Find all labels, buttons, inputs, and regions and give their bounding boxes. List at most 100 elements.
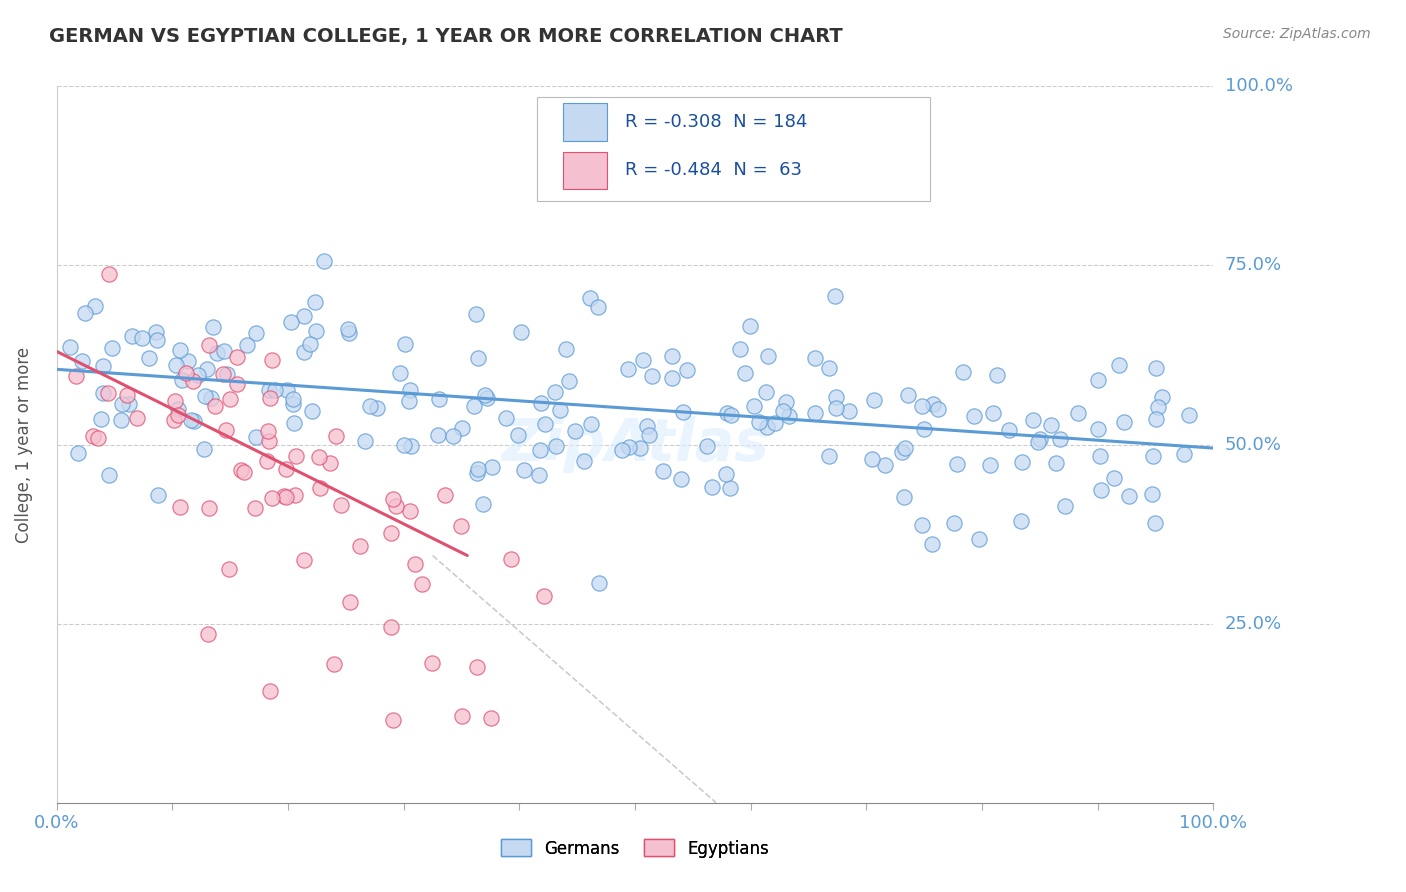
Point xyxy=(617,440,640,454)
Point xyxy=(825,401,848,416)
Point xyxy=(96,386,118,401)
Point xyxy=(427,427,450,442)
Point xyxy=(256,454,278,468)
Point xyxy=(969,532,991,546)
Point xyxy=(465,467,488,481)
Point xyxy=(359,399,381,413)
Point xyxy=(628,441,651,455)
Point xyxy=(633,352,655,367)
Point xyxy=(1026,435,1049,450)
Point xyxy=(308,450,330,465)
Point xyxy=(744,400,766,414)
Point xyxy=(671,472,693,486)
Point xyxy=(467,351,489,365)
Point xyxy=(274,461,297,475)
Point xyxy=(891,444,914,458)
Point xyxy=(67,445,90,459)
Bar xyxy=(564,152,607,189)
Point xyxy=(586,300,609,314)
Point xyxy=(427,392,450,406)
Point xyxy=(131,331,153,345)
Point xyxy=(1146,401,1168,415)
Point xyxy=(183,414,205,428)
Point xyxy=(1143,516,1166,531)
Point xyxy=(1140,487,1163,501)
Point xyxy=(714,467,737,481)
Point xyxy=(912,422,935,436)
Point xyxy=(236,337,259,351)
Point xyxy=(218,562,240,576)
Point xyxy=(579,417,602,431)
Point xyxy=(1087,373,1109,387)
Point xyxy=(979,458,1001,472)
Point xyxy=(260,491,283,505)
Point xyxy=(748,415,770,429)
Point xyxy=(921,537,943,551)
Point xyxy=(110,396,132,410)
Text: 100.0%: 100.0% xyxy=(1225,78,1292,95)
Point xyxy=(756,350,779,364)
Text: GERMAN VS EGYPTIAN COLLEGE, 1 YEAR OR MORE CORRELATION CHART: GERMAN VS EGYPTIAN COLLEGE, 1 YEAR OR MO… xyxy=(49,27,844,45)
Point xyxy=(1011,455,1033,469)
Point xyxy=(610,443,633,458)
Point xyxy=(1049,432,1071,446)
Point xyxy=(1022,413,1045,427)
Point xyxy=(910,518,932,533)
Point xyxy=(818,449,841,463)
Point xyxy=(557,374,579,388)
Point xyxy=(304,325,326,339)
Point xyxy=(193,442,215,457)
Point xyxy=(893,441,915,455)
Point xyxy=(529,467,551,482)
Point xyxy=(394,337,416,351)
Point xyxy=(292,345,315,359)
Point xyxy=(804,406,827,420)
Point xyxy=(174,366,197,380)
Point xyxy=(1177,408,1199,422)
Point xyxy=(330,498,353,512)
Point xyxy=(226,351,249,365)
Point xyxy=(245,326,267,340)
Point xyxy=(636,419,658,434)
Point xyxy=(392,438,415,452)
Point xyxy=(382,492,405,507)
Point xyxy=(564,424,586,438)
Point xyxy=(163,393,186,408)
Point xyxy=(451,421,474,435)
Point xyxy=(467,659,489,673)
Point xyxy=(318,457,340,471)
Y-axis label: College, 1 year or more: College, 1 year or more xyxy=(15,346,32,542)
Point xyxy=(508,428,530,442)
Point xyxy=(676,363,699,377)
Point xyxy=(804,351,827,366)
Point xyxy=(546,439,568,453)
Point xyxy=(672,404,695,418)
Point xyxy=(146,333,169,347)
Point xyxy=(91,359,114,374)
Point xyxy=(285,450,308,464)
Point xyxy=(219,392,242,406)
Point xyxy=(718,481,741,495)
Point xyxy=(198,338,221,352)
Point xyxy=(273,490,295,504)
Point xyxy=(276,384,298,398)
Point xyxy=(495,411,517,425)
Point xyxy=(441,429,464,443)
Point xyxy=(617,361,640,376)
Point xyxy=(1108,358,1130,372)
Point xyxy=(420,656,443,670)
Point xyxy=(215,423,238,437)
Point xyxy=(1144,360,1167,375)
Point xyxy=(292,553,315,567)
Point xyxy=(180,413,202,427)
Point xyxy=(169,343,191,357)
Point xyxy=(259,391,281,405)
Point xyxy=(65,368,87,383)
Point xyxy=(404,557,426,571)
Point xyxy=(314,254,336,268)
Point xyxy=(205,346,228,360)
Point xyxy=(730,343,752,357)
Text: 75.0%: 75.0% xyxy=(1225,257,1282,275)
Point xyxy=(897,388,920,402)
Point xyxy=(172,373,194,387)
